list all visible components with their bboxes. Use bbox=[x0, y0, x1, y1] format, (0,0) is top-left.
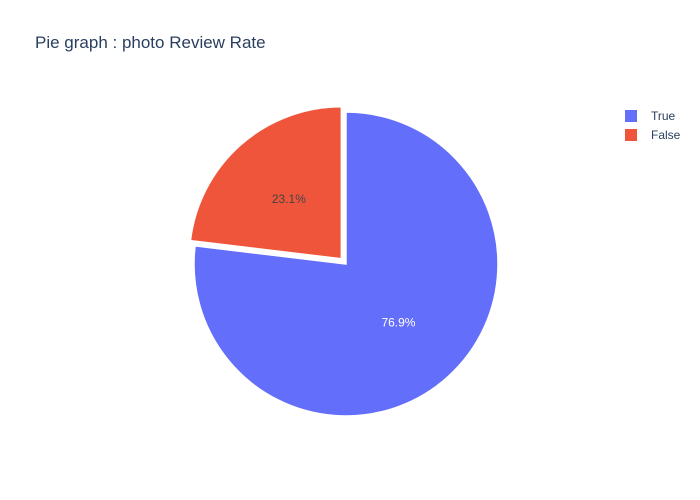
pie-slice-false[interactable] bbox=[189, 106, 343, 260]
pie-label-true: 76.9% bbox=[381, 315, 415, 329]
pie-label-false: 23.1% bbox=[272, 192, 306, 206]
legend-label-false: False bbox=[651, 127, 681, 142]
legend: True False bbox=[625, 106, 680, 144]
legend-label-true: True bbox=[651, 108, 676, 123]
pie-slice-true[interactable] bbox=[193, 111, 499, 417]
legend-item-true[interactable]: True bbox=[625, 106, 680, 125]
legend-swatch-false bbox=[625, 128, 637, 141]
chart-title: Pie graph : photo Review Rate bbox=[35, 33, 266, 52]
legend-swatch-true bbox=[625, 109, 637, 122]
legend-item-false[interactable]: False bbox=[625, 125, 680, 144]
